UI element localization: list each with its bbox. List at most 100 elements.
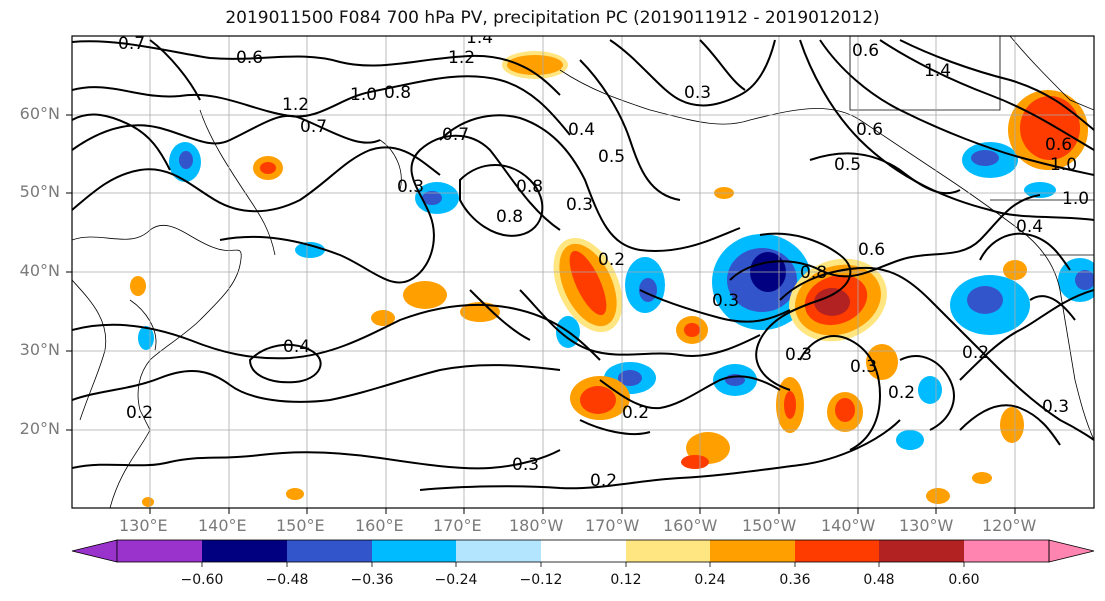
colorbar-bin — [964, 540, 1049, 562]
colorbar-tick-label: 0.48 — [863, 572, 895, 588]
patch-pos — [1000, 407, 1024, 443]
contour-label: 1.2 — [448, 48, 475, 68]
lat-label: 40°N — [19, 261, 60, 280]
lon-label: 140°W — [821, 516, 876, 535]
contour-label: 0.4 — [568, 120, 595, 140]
contour-label: 0.4 — [1016, 217, 1043, 237]
colorbar-tick-label: 0.36 — [779, 572, 811, 588]
contour-label: 0.7 — [118, 34, 145, 54]
lat-label: 30°N — [19, 340, 60, 359]
lon-label: 170°W — [585, 516, 640, 535]
lon-label: 160°W — [663, 516, 718, 535]
contour-label: 0.3 — [566, 195, 593, 215]
lon-label: 130°E — [119, 516, 168, 535]
colorbar-bin — [117, 540, 202, 562]
contour-label: 1.0 — [1062, 189, 1089, 209]
contour-label: 0.2 — [598, 250, 625, 270]
contour-label: 0.6 — [858, 240, 885, 260]
contour-label: 0.3 — [397, 177, 424, 197]
colorbar-tick-label: −0.60 — [180, 572, 224, 588]
colorbar-bin — [795, 540, 879, 562]
contour-label: 1.4 — [466, 28, 493, 48]
lon-label: 140°E — [198, 516, 247, 535]
colorbar-bin — [202, 540, 287, 562]
lon-label: 150°E — [276, 516, 325, 535]
contour-label: 0.6 — [1045, 135, 1072, 155]
patch-neg — [896, 430, 924, 450]
colorbar-extend-high — [1048, 539, 1095, 563]
map-title: 2019011500 F084 700 hPa PV, precipitatio… — [225, 8, 880, 28]
colorbar-bin — [626, 540, 710, 562]
colorbar-tick-label: −0.12 — [519, 572, 563, 588]
contour-label: 0.3 — [1042, 397, 1069, 417]
patch-pos — [460, 302, 500, 322]
patch-neg — [918, 376, 942, 404]
patch-pos — [403, 281, 447, 309]
contour-label: 0.6 — [856, 120, 883, 140]
contour-label: 0.5 — [834, 155, 861, 175]
lat-label: 20°N — [19, 419, 60, 438]
contour-label: 0.8 — [516, 177, 543, 197]
colorbar-tick-label: 0.60 — [948, 572, 980, 588]
contour-label: 0.2 — [622, 403, 649, 423]
patch-pos — [142, 497, 154, 507]
colorbar-bin — [879, 540, 964, 562]
colorbar-tick-label: 0.12 — [610, 572, 642, 588]
patch-pos — [926, 488, 950, 504]
lat-label: 60°N — [19, 104, 60, 123]
coastlines — [72, 36, 1094, 508]
contour-label: 0.4 — [283, 337, 310, 357]
contour-label: 0.2 — [962, 343, 989, 363]
contour-label: 0.3 — [850, 357, 877, 377]
contour-labels: 0.7 0.6 1.4 1.2 1.2 1.0 0.8 0.7 0.8 0.4 … — [118, 28, 1089, 491]
contour-label: 0.2 — [888, 383, 915, 403]
patch-pos — [286, 488, 304, 500]
contour-label: 0.6 — [852, 41, 879, 61]
contour-label: 0.3 — [785, 345, 812, 365]
contour-label: 1.2 — [282, 95, 309, 115]
contour-label: 0.3 — [712, 291, 739, 311]
contour-label: 0.6 — [236, 48, 263, 68]
precip-patches — [130, 51, 1094, 507]
contour-label: 1.4 — [924, 61, 951, 81]
colorbar-tick-label: −0.24 — [434, 572, 478, 588]
patch-pos — [972, 472, 992, 484]
graticule — [72, 36, 1094, 508]
lon-label: 130°W — [899, 516, 954, 535]
colorbar-bin — [710, 540, 795, 562]
pv-contours — [72, 39, 1094, 491]
colorbar — [71, 539, 1095, 567]
patch-pos — [371, 310, 395, 326]
colorbar-bin — [541, 540, 626, 562]
colorbar-bin — [456, 540, 541, 562]
colorbar-bin — [287, 540, 372, 562]
contour-label: 0.3 — [512, 455, 539, 475]
axis-ticks — [66, 114, 1016, 514]
lon-label: 120°W — [982, 516, 1037, 535]
contour-label: 0.8 — [800, 263, 827, 283]
lon-label: 150°W — [742, 516, 797, 535]
colorbar-tick-label: 0.24 — [694, 572, 726, 588]
patch-pos — [130, 276, 146, 296]
contour-label: 0.7 — [300, 117, 327, 137]
patch-neg — [295, 242, 325, 258]
contour-label: 1.0 — [1050, 155, 1077, 175]
colorbar-tick-label: −0.48 — [265, 572, 309, 588]
contour-label: 0.7 — [442, 125, 469, 145]
contour-label: 0.8 — [384, 83, 411, 103]
contour-label: 0.2 — [590, 471, 617, 491]
colorbar-bin — [372, 540, 456, 562]
contour-label: 0.3 — [684, 83, 711, 103]
colorbar-extend-low — [71, 539, 118, 563]
colorbar-tick-label: −0.36 — [350, 572, 394, 588]
lon-label: 160°E — [355, 516, 404, 535]
contour-label: 0.8 — [496, 207, 523, 227]
patch-neg — [1024, 182, 1056, 198]
contour-label: 0.2 — [126, 403, 153, 423]
lat-label: 50°N — [19, 182, 60, 201]
contour-label: 1.0 — [350, 85, 377, 105]
contour-label: 0.5 — [598, 147, 625, 167]
lon-label: 170°E — [433, 516, 482, 535]
patch-pos — [866, 344, 898, 380]
